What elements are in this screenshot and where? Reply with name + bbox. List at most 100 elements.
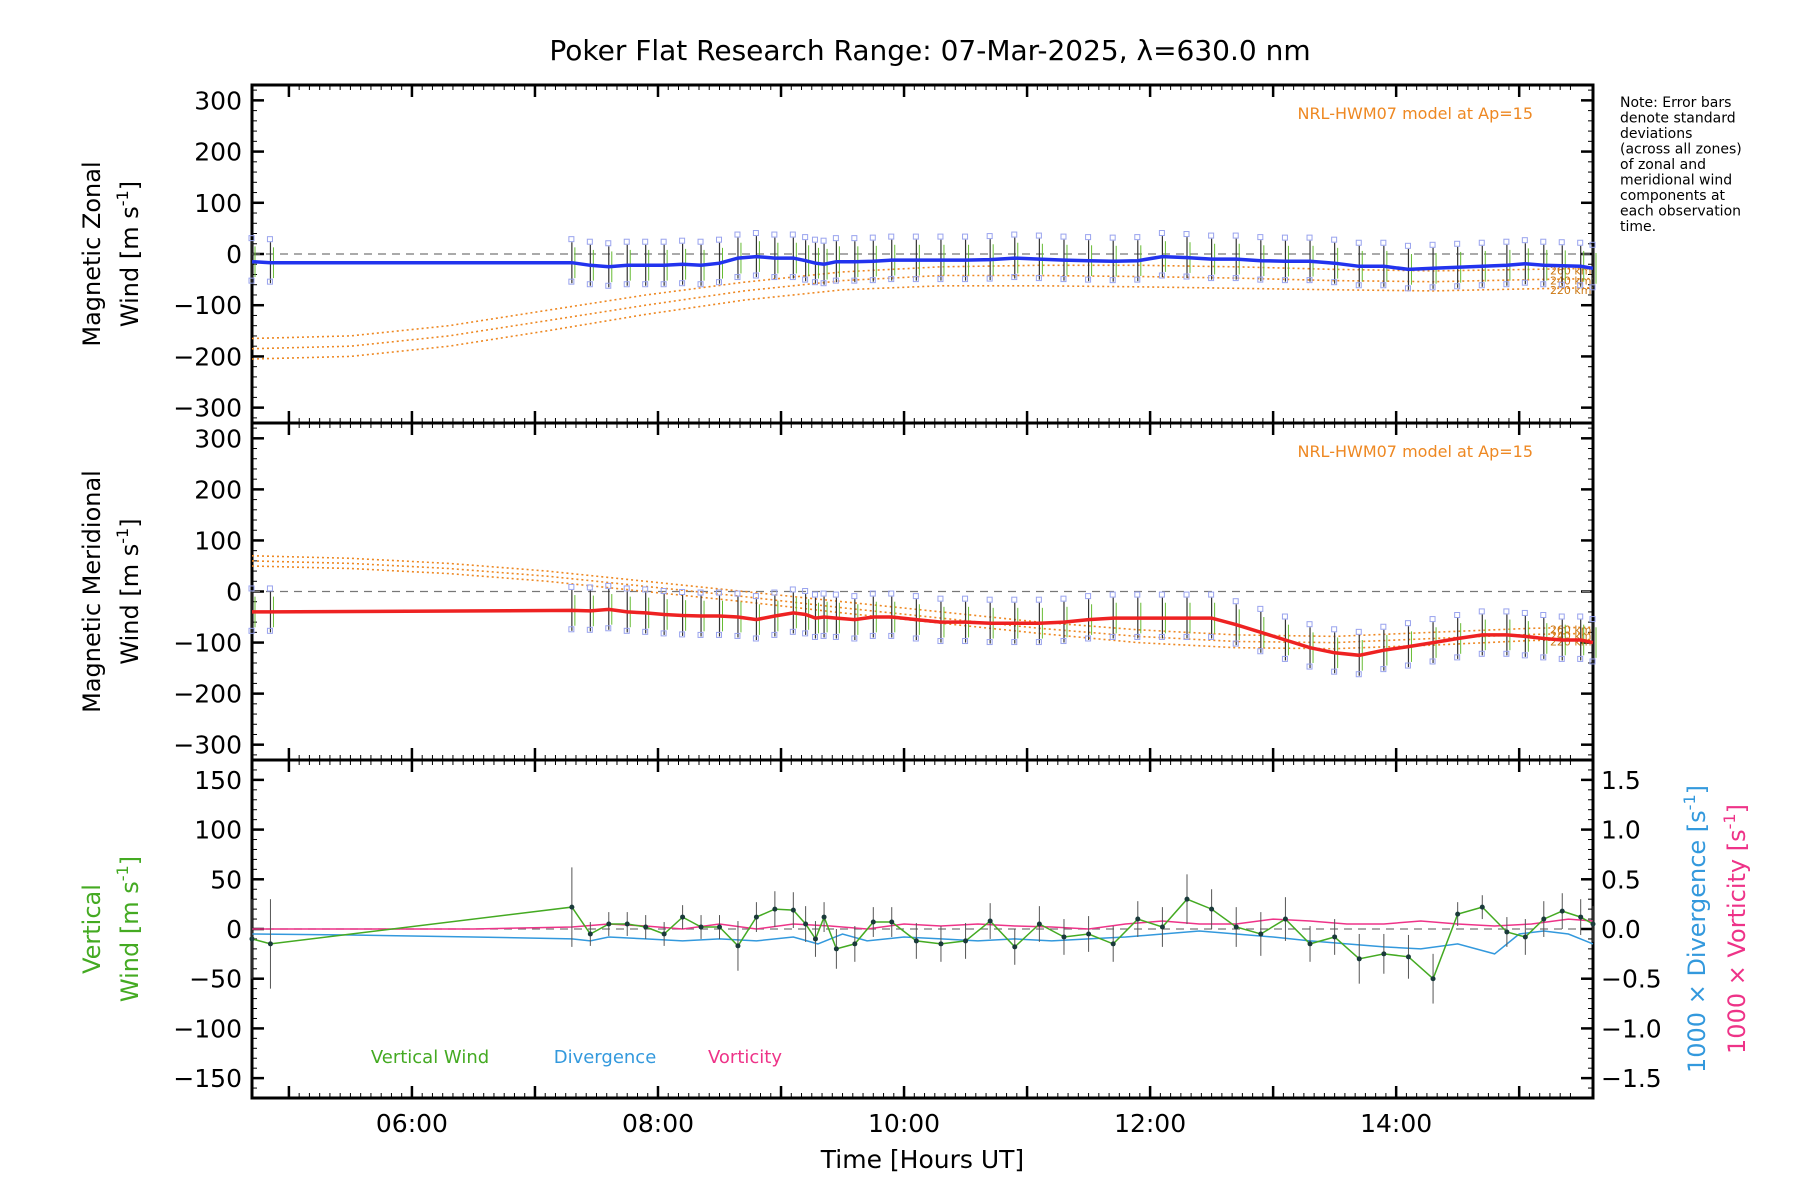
zone-marker — [1306, 234, 1313, 241]
zone-marker — [266, 627, 273, 634]
x-tick-label: 06:00 — [376, 1109, 448, 1138]
vertical-wind-point — [753, 914, 759, 920]
vertical-wind-point — [963, 938, 969, 944]
vertical-wind-point — [1559, 908, 1565, 914]
zone-marker — [1454, 611, 1461, 618]
zone-marker — [642, 238, 649, 245]
zone-marker — [1208, 232, 1215, 239]
zone-marker — [1085, 234, 1092, 241]
note-line: meridional wind — [1620, 173, 1732, 189]
vertical-wind-point — [1184, 896, 1190, 902]
zone-marker — [888, 632, 895, 639]
y-axis-label-units: Wind [m s-1] — [113, 181, 144, 327]
y-tick-label: 300 — [194, 86, 242, 115]
legend-entry: Vorticity — [708, 1047, 782, 1068]
zone-marker — [1035, 275, 1042, 282]
zone-marker — [986, 275, 993, 282]
zone-marker — [697, 631, 704, 638]
zone-marker — [679, 589, 686, 596]
vertical-wind-point — [852, 941, 858, 947]
zone-marker — [1503, 608, 1510, 615]
zone-marker — [1208, 633, 1215, 640]
zone-marker — [716, 236, 723, 243]
y-right-label-text: 1000 × Vorticity [s — [1723, 829, 1751, 1054]
zone-marker — [1331, 668, 1338, 675]
y-right-label-close: ] — [1723, 804, 1751, 813]
y-right-label-close: ] — [1683, 785, 1711, 794]
zone-marker — [1577, 282, 1584, 289]
zone-marker — [1085, 635, 1092, 642]
zone-marker — [1134, 633, 1141, 640]
vorticity-line — [252, 918, 1594, 930]
zone-marker — [851, 277, 858, 284]
zone-marker — [802, 234, 809, 241]
zone-marker — [1331, 279, 1338, 286]
zone-marker — [1183, 231, 1190, 238]
zone-marker — [1134, 234, 1141, 241]
zone-marker — [1109, 277, 1116, 284]
zone-marker — [1558, 613, 1565, 620]
zone-marker — [586, 238, 593, 245]
vertical-wind-point — [643, 924, 649, 930]
zone-marker — [752, 230, 759, 237]
vertical-wind-point — [1356, 956, 1362, 962]
zone-marker — [962, 233, 969, 240]
zone-marker — [1558, 239, 1565, 246]
zone-marker — [1404, 285, 1411, 292]
model-curve — [251, 565, 1594, 650]
zone-marker — [912, 593, 919, 600]
y-tick-label: −100 — [173, 629, 242, 658]
vertical-wind-point — [698, 924, 704, 930]
zone-marker — [832, 235, 839, 242]
zone-marker — [586, 584, 593, 591]
zone-marker — [1208, 275, 1215, 282]
zone-marker — [1429, 658, 1436, 665]
vertical-wind-point — [821, 914, 827, 920]
y-tick-label: −50 — [189, 965, 242, 994]
zone-marker — [752, 635, 759, 642]
note-line: components at — [1620, 188, 1726, 204]
zone-marker — [1355, 671, 1362, 678]
zone-marker — [1134, 591, 1141, 598]
zone-marker — [1404, 662, 1411, 669]
zone-marker — [623, 281, 630, 288]
zone-marker — [605, 282, 612, 289]
zone-marker — [1404, 242, 1411, 249]
y-tick-label: 300 — [194, 424, 242, 453]
vertical-wind-point — [587, 931, 593, 937]
zone-marker — [1503, 281, 1510, 288]
model-curve — [251, 284, 1594, 360]
divergence-line — [251, 930, 1594, 955]
zone-marker — [1208, 591, 1215, 598]
zone-marker — [811, 279, 818, 286]
y-axis-label-units-text: Wind [m s — [116, 881, 144, 1002]
zone-marker — [986, 596, 993, 603]
zone-marker — [832, 591, 839, 598]
model-curve — [251, 274, 1594, 350]
vertical-wind-point — [1135, 916, 1141, 922]
y-tick-label: −300 — [173, 394, 242, 423]
zone-marker — [1011, 639, 1018, 646]
zone-marker — [1060, 276, 1067, 283]
vertical-wind-point — [1479, 904, 1485, 910]
vertical-wind-point — [913, 938, 919, 944]
vertical-wind-point — [1332, 934, 1338, 940]
y-axis-label-units-text: Wind [m s — [116, 544, 144, 665]
vertical-wind-point — [790, 907, 796, 913]
zone-marker — [1306, 621, 1313, 628]
legend-entry: Divergence — [554, 1047, 657, 1068]
legend-entry: Vertical Wind — [371, 1047, 489, 1068]
zone-marker — [248, 277, 255, 284]
y-tick-label: 50 — [210, 865, 242, 894]
zone-marker — [802, 276, 809, 283]
vertical-wind-point — [735, 943, 741, 949]
vertical-wind-point — [1541, 916, 1547, 922]
zone-marker — [1109, 234, 1116, 241]
zone-marker — [1503, 650, 1510, 657]
x-tick-label: 14:00 — [1360, 1109, 1432, 1138]
zone-marker — [789, 586, 796, 593]
zone-marker — [568, 583, 575, 590]
y-right-tick-label: −1.0 — [1601, 1014, 1662, 1043]
zone-marker — [734, 231, 741, 238]
